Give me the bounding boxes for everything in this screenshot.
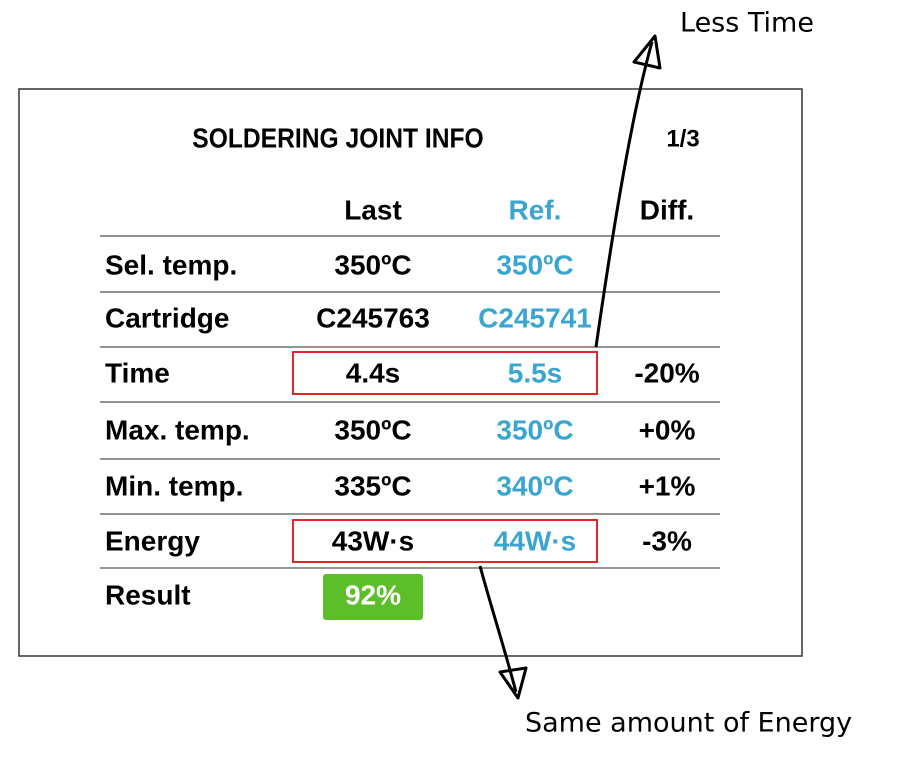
- annotation: Same amount of Energy: [525, 708, 852, 739]
- last-value: 350ºC: [334, 414, 411, 445]
- ref-value: 5.5s: [508, 357, 563, 388]
- row-label: Min. temp.: [105, 470, 243, 501]
- title: SOLDERING JOINT INFO: [192, 122, 483, 154]
- row-label: Energy: [105, 525, 200, 556]
- row-label: Time: [105, 357, 170, 388]
- last-value: 335ºC: [334, 470, 411, 501]
- annotation: Less Time: [680, 8, 814, 39]
- highlight-box: [292, 351, 598, 395]
- diff-value: -3%: [642, 525, 692, 556]
- diff-value: -20%: [634, 357, 699, 388]
- row-label: Result: [105, 579, 191, 610]
- result-badge: [323, 574, 423, 620]
- ref-value: 350ºC: [496, 414, 573, 445]
- page-indicator: 1/3: [666, 125, 699, 152]
- diff-value: +1%: [639, 470, 696, 501]
- ref-value: 340ºC: [496, 470, 573, 501]
- row-label: Max. temp.: [105, 414, 250, 445]
- last-value: C245763: [316, 302, 430, 333]
- last-value: 43W·s: [332, 525, 414, 556]
- row-label: Cartridge: [105, 302, 229, 333]
- result-value: 92%: [345, 579, 401, 610]
- column-header: Diff.: [640, 194, 694, 225]
- highlight-box: [292, 519, 598, 563]
- arrow: [478, 565, 518, 693]
- last-value: 350ºC: [334, 249, 411, 280]
- arrowhead: [632, 34, 662, 70]
- row-label: Sel. temp.: [105, 249, 237, 280]
- arrowhead: [498, 666, 528, 700]
- last-value: 4.4s: [346, 357, 401, 388]
- table: Last Ref. Diff. Sel. temp. 350ºC 350ºC Cartrid…: [100, 194, 720, 610]
- column-header: Ref.: [509, 194, 562, 225]
- ref-value: 350ºC: [496, 249, 573, 280]
- ref-value: C245741: [478, 302, 592, 333]
- column-header: Last: [344, 194, 402, 225]
- diff-value: +0%: [639, 414, 696, 445]
- arrow: [594, 41, 654, 348]
- ref-value: 44W·s: [494, 525, 576, 556]
